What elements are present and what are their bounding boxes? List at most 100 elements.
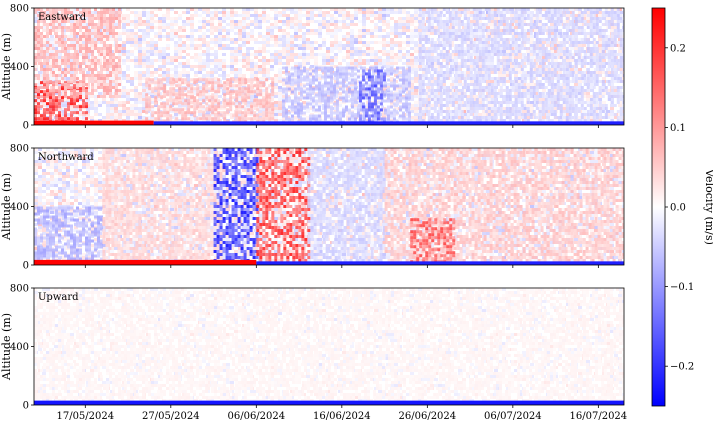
heatmap-signal-cell bbox=[70, 65, 73, 68]
heatmap-noise-cell bbox=[262, 92, 266, 95]
heatmap-noise-cell bbox=[206, 8, 210, 11]
heatmap-noise-cell bbox=[106, 107, 110, 110]
heatmap-noise-cell bbox=[126, 65, 130, 68]
heatmap-noise-cell bbox=[374, 59, 378, 62]
heatmap-noise-cell bbox=[578, 86, 582, 89]
heatmap-noise-cell bbox=[314, 47, 318, 50]
heatmap-noise-cell bbox=[422, 95, 426, 98]
heatmap-noise-cell bbox=[126, 95, 130, 98]
heatmap-signal-cell bbox=[64, 62, 67, 65]
heatmap-noise-cell bbox=[198, 53, 202, 56]
heatmap-noise-cell bbox=[154, 41, 158, 44]
heatmap-noise-cell bbox=[478, 29, 482, 32]
heatmap-noise-cell bbox=[130, 83, 134, 86]
heatmap-noise-cell bbox=[182, 74, 186, 77]
heatmap-noise-cell bbox=[622, 26, 624, 29]
heatmap-noise-cell bbox=[534, 29, 538, 32]
heatmap-noise-cell bbox=[414, 56, 418, 59]
heatmap-noise-cell bbox=[170, 38, 174, 41]
heatmap-noise-cell bbox=[262, 56, 266, 59]
heatmap-noise-cell bbox=[470, 29, 474, 32]
heatmap-signal-cell bbox=[94, 44, 97, 47]
heatmap-noise-cell bbox=[134, 119, 138, 122]
heatmap-noise-cell bbox=[406, 38, 410, 41]
heatmap-noise-cell bbox=[134, 32, 138, 35]
heatmap-noise-cell bbox=[450, 89, 454, 92]
heatmap-signal-cell bbox=[79, 65, 82, 68]
heatmap-noise-cell bbox=[502, 56, 506, 59]
heatmap-noise-cell bbox=[454, 83, 458, 86]
heatmap-noise-cell bbox=[454, 119, 458, 122]
heatmap-signal-cell bbox=[115, 50, 118, 53]
heatmap-signal-cell bbox=[70, 68, 73, 71]
heatmap-noise-cell bbox=[370, 41, 374, 44]
heatmap-signal-cell bbox=[88, 23, 91, 26]
heatmap-noise-cell bbox=[138, 92, 142, 95]
heatmap-noise-cell bbox=[378, 65, 382, 68]
heatmap-noise-cell bbox=[458, 8, 462, 11]
heatmap-noise-cell bbox=[126, 80, 130, 83]
heatmap-signal-cell bbox=[37, 74, 40, 77]
heatmap-noise-cell bbox=[206, 11, 210, 14]
heatmap-noise-cell bbox=[138, 20, 142, 23]
heatmap-noise-cell bbox=[302, 44, 306, 47]
heatmap-signal-cell bbox=[67, 102, 70, 106]
heatmap-noise-cell bbox=[246, 32, 250, 35]
heatmap-noise-cell bbox=[466, 95, 470, 98]
heatmap-noise-cell bbox=[414, 14, 418, 17]
heatmap-signal-cell bbox=[79, 83, 82, 86]
heatmap-noise-cell bbox=[126, 89, 130, 92]
heatmap-noise-cell bbox=[342, 8, 346, 11]
heatmap-noise-cell bbox=[282, 23, 286, 26]
heatmap-noise-cell bbox=[406, 17, 410, 20]
heatmap-noise-cell bbox=[286, 47, 290, 50]
heatmap-noise-cell bbox=[274, 14, 278, 17]
heatmap-noise-cell bbox=[250, 53, 254, 56]
heatmap-signal-cell bbox=[82, 20, 85, 23]
heatmap-noise-cell bbox=[282, 47, 286, 50]
heatmap-noise-cell bbox=[114, 116, 118, 119]
heatmap-noise-cell bbox=[266, 41, 270, 44]
heatmap-signal-cell bbox=[61, 96, 64, 100]
heatmap-noise-cell bbox=[258, 41, 262, 44]
heatmap-noise-cell bbox=[166, 62, 170, 65]
heatmap-noise-cell bbox=[614, 65, 618, 68]
heatmap-noise-cell bbox=[326, 20, 330, 23]
heatmap-signal-cell bbox=[70, 114, 73, 118]
heatmap-noise-cell bbox=[234, 14, 238, 17]
heatmap-noise-cell bbox=[130, 23, 134, 26]
heatmap-noise-cell bbox=[610, 104, 614, 107]
heatmap-noise-cell bbox=[174, 113, 178, 116]
heatmap-noise-cell bbox=[378, 8, 382, 11]
heatmap-noise-cell bbox=[178, 44, 182, 47]
heatmap-noise-cell bbox=[198, 59, 202, 62]
heatmap-signal-cell bbox=[73, 17, 76, 20]
heatmap-noise-cell bbox=[194, 8, 198, 11]
heatmap-noise-cell bbox=[222, 29, 226, 32]
heatmap-noise-cell bbox=[126, 56, 130, 59]
heatmap-noise-cell bbox=[266, 68, 270, 71]
heatmap-signal-cell bbox=[61, 38, 64, 41]
heatmap-noise-cell bbox=[254, 38, 258, 41]
heatmap-noise-cell bbox=[334, 32, 338, 35]
heatmap-noise-cell bbox=[274, 11, 278, 14]
heatmap-noise-cell bbox=[458, 116, 462, 119]
heatmap-noise-cell bbox=[254, 71, 258, 74]
heatmap-noise-cell bbox=[514, 20, 518, 23]
heatmap-signal-cell bbox=[61, 11, 64, 14]
heatmap-noise-cell bbox=[414, 8, 418, 11]
heatmap-noise-cell bbox=[402, 8, 406, 11]
heatmap-signal-cell bbox=[85, 56, 88, 59]
heatmap-noise-cell bbox=[598, 50, 602, 53]
heatmap-signal-cell bbox=[46, 108, 49, 112]
heatmap-signal-cell bbox=[55, 20, 58, 23]
heatmap-signal-cell bbox=[46, 32, 49, 35]
heatmap-noise-cell bbox=[234, 62, 238, 65]
heatmap-signal-cell bbox=[91, 83, 94, 86]
heatmap-noise-cell bbox=[266, 59, 270, 62]
heatmap-noise-cell bbox=[278, 113, 282, 116]
heatmap-noise-cell bbox=[226, 47, 230, 50]
heatmap-noise-cell bbox=[70, 59, 74, 62]
heatmap-noise-cell bbox=[602, 71, 606, 74]
